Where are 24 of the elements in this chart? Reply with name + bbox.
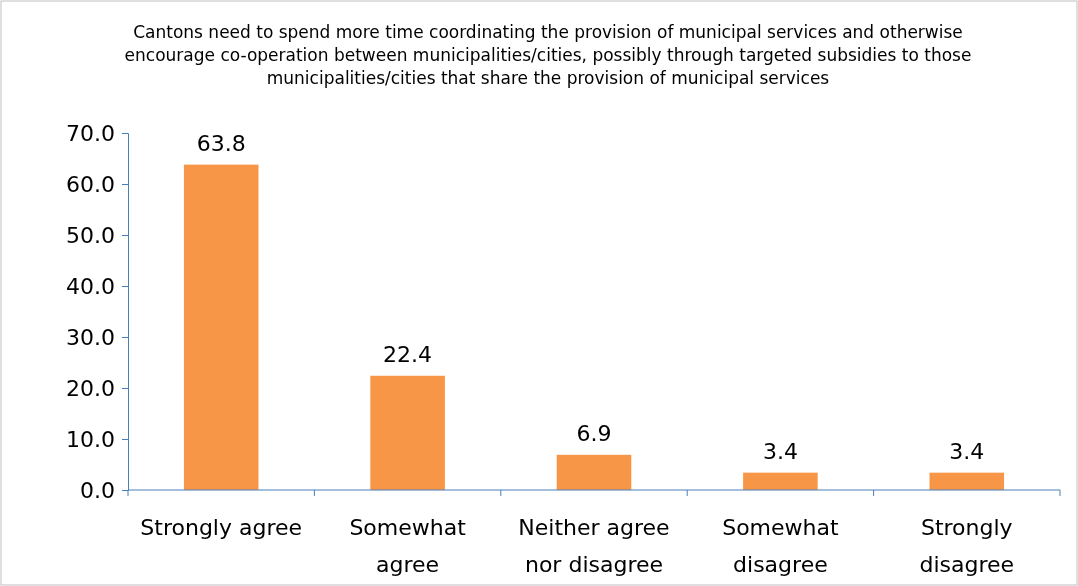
- data-label: 6.9: [576, 420, 612, 446]
- bar: [370, 375, 445, 490]
- data-label: 22.4: [383, 341, 433, 367]
- y-tick-label: 40.0: [66, 273, 115, 299]
- y-tick-label: 60.0: [66, 171, 115, 197]
- x-tick-label: Strongly agree: [140, 515, 303, 540]
- x-tick-label: Strongly disagree: [919, 515, 1015, 577]
- y-tick-label: 70.0: [66, 120, 115, 146]
- data-label: 3.4: [949, 438, 985, 464]
- y-tick-label: 0.0: [80, 477, 115, 503]
- x-tick-label: Somewhat disagree: [722, 515, 839, 577]
- bar: [556, 454, 632, 490]
- chart-title: Cantons need to spend more time coordinating the provision of municipal services and otherwise encourage co-operation between municipalities/cities, possibly through targeted subsidies to those municipalities/cities that share the provision of municipal services: [124, 22, 972, 88]
- y-tick-label: 50.0: [66, 222, 115, 248]
- bar: [743, 472, 818, 490]
- bar: [183, 164, 259, 490]
- bar: [929, 472, 1005, 490]
- y-tick-label: 10.0: [66, 426, 115, 452]
- data-label: 63.8: [196, 130, 246, 156]
- y-tick-label: 20.0: [66, 375, 115, 401]
- x-tick-label: Somewhat agree: [349, 515, 467, 577]
- x-tick-label: Neither agree nor disagree: [518, 515, 670, 577]
- y-tick-label: 30.0: [66, 324, 115, 350]
- data-label: 3.4: [762, 438, 798, 464]
